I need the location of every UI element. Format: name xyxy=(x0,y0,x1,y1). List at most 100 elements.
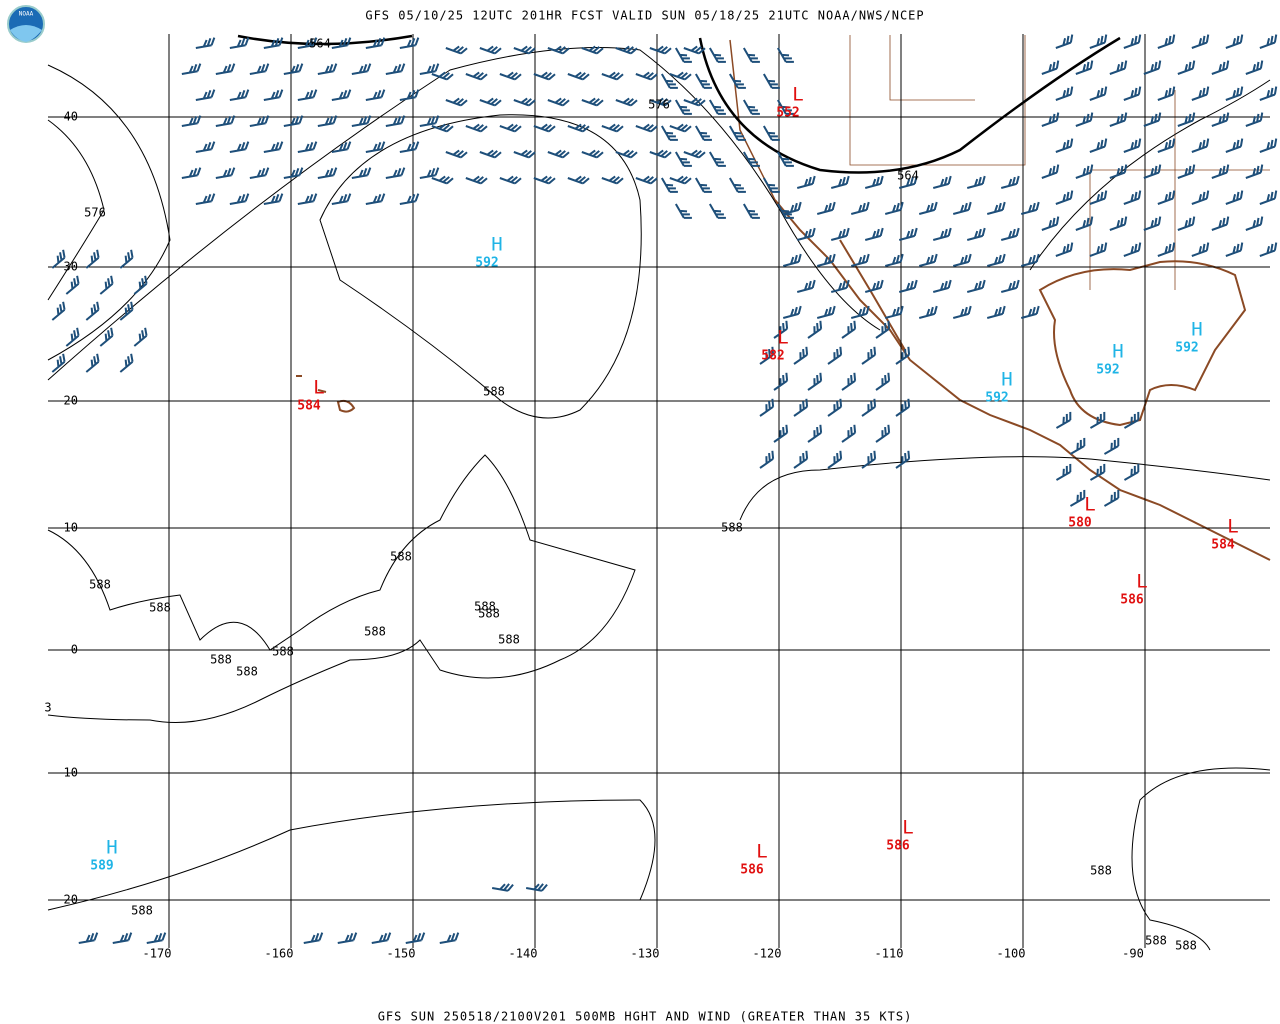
wind-barb xyxy=(215,115,236,127)
wind-barb xyxy=(119,249,134,269)
latitude-label: 40 xyxy=(64,110,78,124)
wind-barb xyxy=(533,71,556,81)
barb-shaft xyxy=(1089,138,1108,153)
barb-shaft xyxy=(365,37,386,49)
wind-barb xyxy=(816,201,836,215)
barb-shaft xyxy=(762,177,780,193)
barb-shaft xyxy=(884,201,904,215)
barb-shaft xyxy=(445,149,468,159)
wind-barb xyxy=(439,932,460,944)
barb-shaft xyxy=(875,424,891,443)
wind-barb xyxy=(669,123,692,133)
barb-shaft xyxy=(1123,34,1142,49)
wind-barb xyxy=(864,227,884,241)
wind-barb xyxy=(742,47,760,63)
barb-shaft xyxy=(431,123,454,133)
barb-shaft xyxy=(683,45,706,55)
wind-barb xyxy=(674,203,692,219)
barb-shaft xyxy=(119,301,134,321)
barb-shaft xyxy=(841,372,857,391)
barb-shaft xyxy=(796,175,816,189)
wind-barb xyxy=(1055,138,1074,153)
wind-barb xyxy=(195,89,216,101)
barb-shaft xyxy=(782,201,802,215)
wind-barb xyxy=(1157,138,1176,153)
wind-barb xyxy=(445,149,468,159)
latitude-label: 20 xyxy=(64,394,78,408)
barb-shaft xyxy=(431,175,454,185)
barb-shaft xyxy=(1089,86,1108,101)
wind-barb xyxy=(146,932,167,944)
system-letter: H xyxy=(1001,369,1012,391)
system-value: 584 xyxy=(1211,538,1235,553)
barb-shaft xyxy=(674,99,692,115)
wind-barb xyxy=(895,398,911,417)
barb-shaft xyxy=(1191,190,1210,205)
wind-barb xyxy=(601,175,624,185)
labels: 40 30 20 10 0 -10 -20 -170 -160 -150 -140 -130 -120 -… xyxy=(44,37,1238,961)
wind-barb xyxy=(112,932,133,944)
barb-shaft xyxy=(525,883,548,892)
barb-shaft xyxy=(1075,164,1094,179)
barb-shaft xyxy=(491,883,514,892)
barb-shaft xyxy=(465,71,488,81)
barb-shaft xyxy=(1041,112,1060,127)
barb-shaft xyxy=(986,305,1006,319)
barb-shaft xyxy=(1259,138,1278,153)
barb-shaft xyxy=(1157,242,1176,257)
wind-barb xyxy=(674,47,692,63)
wind-barb xyxy=(861,398,877,417)
wind-barb xyxy=(399,89,420,101)
barb-shaft xyxy=(85,249,100,269)
wind-barb xyxy=(419,63,440,75)
barb-shaft xyxy=(932,279,952,293)
barb-shaft xyxy=(419,167,440,179)
system-value: 582 xyxy=(761,349,784,364)
wind-barb xyxy=(181,167,202,179)
wind-barb xyxy=(1177,164,1196,179)
wind-barb xyxy=(263,141,284,153)
wind-barb xyxy=(669,175,692,185)
barb-shaft xyxy=(742,203,760,219)
wind-barb xyxy=(1191,138,1210,153)
barb-shaft xyxy=(1000,227,1020,241)
barb-shaft xyxy=(793,346,809,365)
wind-barb xyxy=(297,141,318,153)
wind-barb xyxy=(762,177,780,193)
wind-barb xyxy=(331,193,352,205)
wind-barb xyxy=(229,37,250,49)
wind-barb xyxy=(952,253,972,267)
barb-shaft xyxy=(51,249,66,269)
wind-barb xyxy=(1075,60,1094,75)
barb-shaft xyxy=(419,63,440,75)
longitude-label: -100 xyxy=(997,947,1026,961)
barb-shaft xyxy=(683,97,706,107)
barb-shaft xyxy=(776,47,794,63)
wind-barb xyxy=(1020,253,1040,267)
wind-barb xyxy=(283,115,304,127)
wind-barb xyxy=(861,346,877,365)
barb-shaft xyxy=(1103,489,1120,507)
wind-barb xyxy=(1089,242,1108,257)
wind-barb xyxy=(1211,164,1230,179)
barb-shaft xyxy=(1123,463,1140,481)
barb-shaft xyxy=(660,125,678,141)
wind-barb xyxy=(547,97,570,107)
contour-label: 588 xyxy=(390,550,412,564)
barb-shaft xyxy=(78,932,99,944)
latitude-label: 30 xyxy=(64,260,78,274)
barb-shaft xyxy=(1041,60,1060,75)
wind-barb xyxy=(297,193,318,205)
wind-barb xyxy=(1123,463,1140,481)
barb-shaft xyxy=(1109,216,1128,231)
wind-barb xyxy=(85,353,100,373)
barb-shaft xyxy=(1055,463,1072,481)
barb-shaft xyxy=(365,89,386,101)
wind-barb xyxy=(932,175,952,189)
barb-shaft xyxy=(465,123,488,133)
barb-shaft xyxy=(195,193,216,205)
wind-barb xyxy=(1109,60,1128,75)
system-value: 592 xyxy=(985,391,1008,406)
barb-shaft xyxy=(283,167,304,179)
